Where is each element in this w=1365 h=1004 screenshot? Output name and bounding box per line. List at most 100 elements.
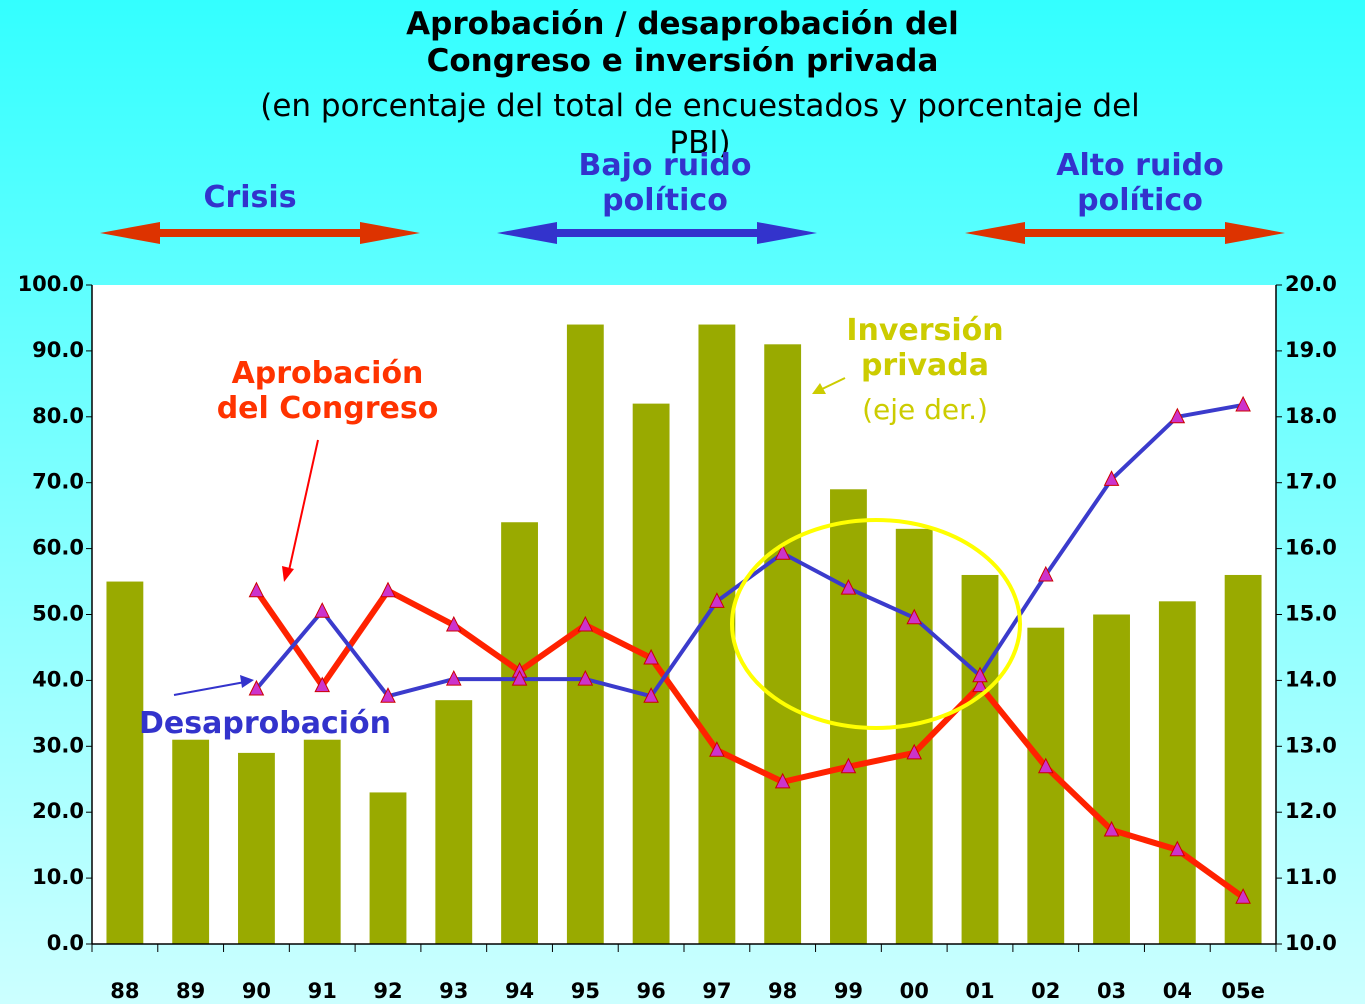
pointer-head (282, 566, 294, 582)
y2-tick-label: 17.0 (1285, 470, 1337, 494)
marker (511, 669, 528, 686)
bar (1093, 614, 1130, 944)
marker (380, 687, 396, 703)
bar (435, 700, 473, 944)
bar (830, 489, 867, 944)
x-tick-label: 96 (636, 979, 665, 1003)
y-tick-label: 90.0 (32, 338, 84, 362)
marker (1037, 565, 1054, 582)
x-tick-label: 99 (834, 979, 863, 1003)
marker (445, 615, 462, 632)
x-tick-label: 89 (176, 979, 205, 1003)
y2-tick-label: 20.0 (1285, 272, 1337, 296)
bar (764, 344, 802, 944)
marker (643, 648, 659, 665)
bar (961, 574, 999, 944)
y2-tick-label: 10.0 (1285, 931, 1337, 955)
y-tick-label: 70.0 (32, 470, 84, 494)
y2-tick-label: 13.0 (1285, 733, 1337, 757)
marker (1103, 470, 1120, 486)
y2-tick-label: 16.0 (1285, 536, 1337, 560)
y-tick-label: 30.0 (32, 733, 84, 757)
marker (840, 579, 857, 595)
marker (1235, 888, 1251, 904)
pointer (819, 377, 846, 391)
marker (577, 615, 594, 632)
marker (380, 581, 396, 598)
y-tick-label: 60.0 (32, 536, 84, 560)
period-label: Alto ruido político (1056, 148, 1224, 219)
y-tick-label: 20.0 (32, 799, 84, 823)
pointer-head (240, 675, 254, 688)
chart-subtitle: (en porcentaje del total de encuestados … (260, 88, 1140, 162)
marker (1037, 757, 1054, 774)
bar (698, 324, 736, 944)
x-tick-label: 88 (110, 979, 139, 1003)
marker (314, 676, 331, 693)
x-tick-label: 05e (1221, 979, 1264, 1003)
bar (172, 739, 210, 944)
marker (840, 757, 857, 774)
x-tick-label: 92 (373, 979, 402, 1003)
x-tick-label: 97 (702, 979, 731, 1003)
bar (106, 581, 144, 944)
bar (501, 522, 538, 944)
marker (314, 602, 331, 618)
marker (1169, 407, 1186, 424)
marker (248, 679, 265, 696)
x-tick-label: 04 (1163, 979, 1192, 1003)
pointer (173, 681, 246, 696)
bar (369, 792, 407, 944)
y-tick-label: 10.0 (32, 865, 84, 889)
marker (248, 581, 265, 598)
marker (972, 676, 988, 693)
bar (1158, 601, 1196, 944)
line (253, 587, 1245, 900)
marker (906, 743, 923, 760)
series-label: Desaprobación (139, 706, 391, 741)
y2-tick-label: 14.0 (1285, 667, 1337, 691)
marker (709, 592, 725, 608)
y2-tick-label: 15.0 (1285, 602, 1337, 626)
x-tick-label: 95 (571, 979, 600, 1003)
x-tick-label: 94 (505, 979, 534, 1003)
y2-tick-label: 12.0 (1285, 799, 1337, 823)
plot-area (92, 285, 1276, 944)
chart-title: Aprobación / desaprobación del Congreso … (406, 6, 959, 79)
period-arrows (100, 222, 1285, 244)
x-tick-label: 98 (768, 979, 797, 1003)
y2-tick-label: 18.0 (1285, 404, 1337, 428)
y-tick-label: 100.0 (18, 272, 84, 296)
x-tick-label: 91 (308, 979, 337, 1003)
bar (1224, 574, 1262, 944)
y2-tick-label: 19.0 (1285, 338, 1337, 362)
x-tick-label: 90 (242, 979, 271, 1003)
period-label: Bajo ruido político (578, 148, 752, 219)
pointer (287, 439, 319, 576)
marker (577, 669, 594, 686)
marker (643, 687, 659, 703)
x-tick-label: 01 (965, 979, 994, 1003)
y-tick-label: 80.0 (32, 404, 84, 428)
y-tick-label: 40.0 (32, 667, 84, 691)
marker (972, 666, 988, 683)
bar (238, 752, 275, 944)
annotation: (eje der.) (862, 393, 988, 426)
marker (1103, 820, 1120, 837)
series-label: Aprobación del Congreso (216, 356, 439, 427)
marker (445, 669, 462, 686)
marker (906, 608, 923, 625)
period-label: Crisis (203, 180, 297, 215)
y-tick-label: 50.0 (32, 602, 84, 626)
marker (1169, 840, 1186, 857)
y2-tick-label: 11.0 (1285, 865, 1337, 889)
marker (1235, 395, 1251, 412)
y-tick-label: 0.0 (47, 931, 84, 955)
x-tick-label: 03 (1097, 979, 1126, 1003)
marker (774, 544, 791, 560)
x-tick-label: 00 (900, 979, 929, 1003)
marker (709, 741, 725, 757)
series-label: Inversión privada (846, 313, 1004, 384)
